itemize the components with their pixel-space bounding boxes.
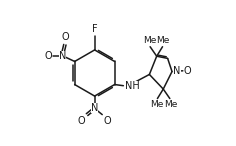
Text: NH: NH: [125, 81, 140, 91]
Text: O: O: [104, 116, 111, 126]
Text: Me: Me: [150, 100, 163, 109]
Text: O: O: [61, 33, 69, 42]
Text: O: O: [44, 51, 52, 61]
Text: N: N: [59, 51, 66, 61]
Text: N: N: [173, 66, 181, 76]
Text: O: O: [78, 116, 86, 126]
Text: Me: Me: [156, 36, 170, 45]
Text: Me: Me: [143, 36, 156, 45]
Text: Me: Me: [164, 100, 177, 109]
Text: F: F: [92, 24, 97, 34]
Text: O: O: [184, 66, 191, 76]
Text: N: N: [91, 104, 98, 113]
